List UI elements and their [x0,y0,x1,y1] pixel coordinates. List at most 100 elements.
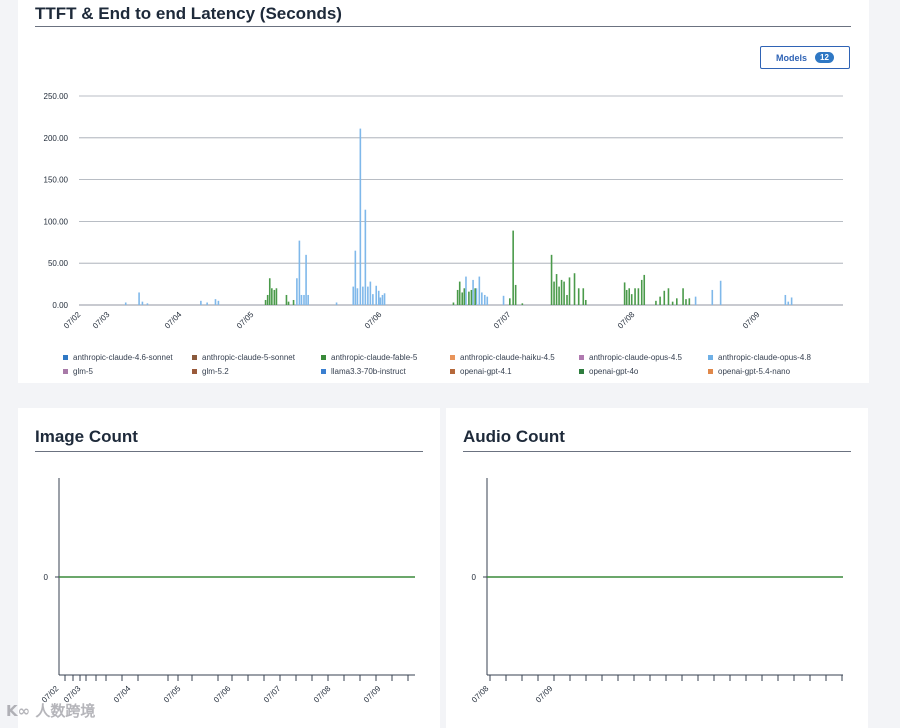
legend-swatch [579,355,584,360]
latency-bar [381,294,384,305]
legend-item[interactable]: anthropic-claude-haiku-4.5 [450,353,555,362]
latency-bar [550,254,553,305]
legend-label: openai-gpt-4.1 [460,367,512,376]
models-filter-button[interactable]: Models 12 [760,46,850,69]
latency-bar [682,288,684,305]
legend-label: anthropic-claude-opus-4.5 [589,353,682,362]
x-tick-label: 07/09 [534,684,555,705]
legend-item[interactable]: anthropic-claude-5-sonnet [192,353,295,362]
latency-bar [138,292,140,305]
x-tick-label: 07/07 [492,310,513,331]
audio-count-title: Audio Count [463,427,565,446]
latency-bar [356,288,359,305]
legend-item[interactable]: glm-5 [63,367,93,376]
latency-bar [584,299,587,305]
legend-item[interactable]: openai-gpt-4.1 [450,367,512,376]
latency-bar [643,274,646,305]
legend-item[interactable]: glm-5.2 [192,367,229,376]
image-title-divider [35,451,423,452]
y-tick-label: 100.00 [44,217,69,226]
y-tick-label: 250.00 [44,92,69,101]
latency-bar [214,299,217,305]
x-tick-label: 07/06 [212,684,233,705]
legend-item[interactable]: anthropic-claude-opus-4.5 [579,353,682,362]
latency-bar [470,289,473,305]
latency-bar [625,289,628,305]
latency-bar [475,288,478,305]
latency-bar [787,301,790,305]
latency-bar [275,288,278,305]
latency-bar [568,277,571,305]
latency-bar [667,288,670,305]
models-count-badge: 12 [815,52,834,63]
latency-bar [563,281,565,305]
latency-bar [628,288,631,305]
audio-count-chart: 0 07/08 07/09 [470,478,843,705]
legend-swatch [579,369,584,374]
latency-bar [383,293,386,305]
y-tick-label: 0 [44,573,49,582]
latency-bar [719,280,722,305]
y-tick-label: 0.00 [52,301,68,310]
latency-bar [375,285,378,305]
latency-bar [354,250,357,305]
latency-bar [671,301,674,305]
legend-item[interactable]: anthropic-claude-4.6-sonnet [63,353,173,362]
latency-bar [359,128,362,305]
latency-bar [553,281,555,305]
latency-bar [305,254,307,305]
y-tick-label: 0 [472,573,477,582]
latency-bar [146,303,149,305]
latency-bar [141,301,144,305]
latency-bar [486,296,489,305]
x-tick-label: 07/04 [112,684,133,705]
latency-bar [512,230,514,305]
latency-bar [296,278,298,305]
latency-bar [303,294,305,305]
latency-bar [456,289,459,305]
latency-bar [676,298,678,305]
latency-bar [268,278,271,305]
y-tick-label: 200.00 [44,134,69,143]
audio-title-divider [463,451,851,452]
legend-item[interactable]: anthropic-claude-opus-4.8 [708,353,811,362]
latency-bar [452,302,455,305]
latency-bar [458,281,461,305]
latency-bar [637,288,640,305]
latency-bar [784,294,787,305]
latency-bar [217,300,220,305]
latency-bar [582,288,585,305]
legend-label: glm-5 [73,367,94,376]
y-tick-label: 150.00 [44,176,69,185]
image-count-title: Image Count [35,427,138,446]
latency-bar [461,292,464,305]
legend-swatch [192,355,197,360]
legend-item[interactable]: openai-gpt-5.4-nano [708,367,790,376]
legend-item[interactable]: anthropic-claude-fable-5 [321,353,417,362]
watermark-logo: K∞ 人数跨境 [6,702,96,720]
latency-bar [287,301,290,305]
latency-bar [124,302,127,305]
latency-bar [573,273,576,305]
latency-title-divider [35,26,851,27]
latency-bar [630,294,633,305]
legend-label: openai-gpt-5.4-nano [718,367,791,376]
legend-label: anthropic-claude-5-sonnet [202,353,295,362]
latency-bar [377,290,380,305]
x-tick-label: 07/03 [91,310,112,331]
x-tick-label: 07/05 [162,684,183,705]
legend-swatch [450,369,455,374]
latency-bar [478,276,481,305]
latency-bar [790,297,793,305]
latency-bar [367,286,369,305]
legend-item[interactable]: llama3.3-70b-instruct [321,367,406,376]
legend-label: openai-gpt-4o [589,367,639,376]
latency-bar [640,279,643,305]
image-count-chart: 007/02 07/03 07/04 07/05 07/06 07/07 07/08 07/0… [40,478,415,705]
latency-bar [688,298,691,305]
legend-item[interactable]: openai-gpt-4o [579,367,638,376]
latency-bar [560,279,563,305]
legend-label: llama3.3-70b-instruct [331,367,406,376]
x-tick-label: 07/09 [362,684,383,705]
legend-swatch [321,355,326,360]
